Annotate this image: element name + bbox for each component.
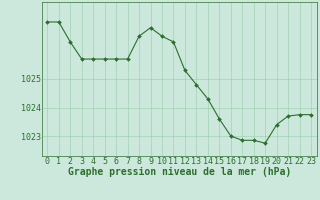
X-axis label: Graphe pression niveau de la mer (hPa): Graphe pression niveau de la mer (hPa) [68, 167, 291, 177]
